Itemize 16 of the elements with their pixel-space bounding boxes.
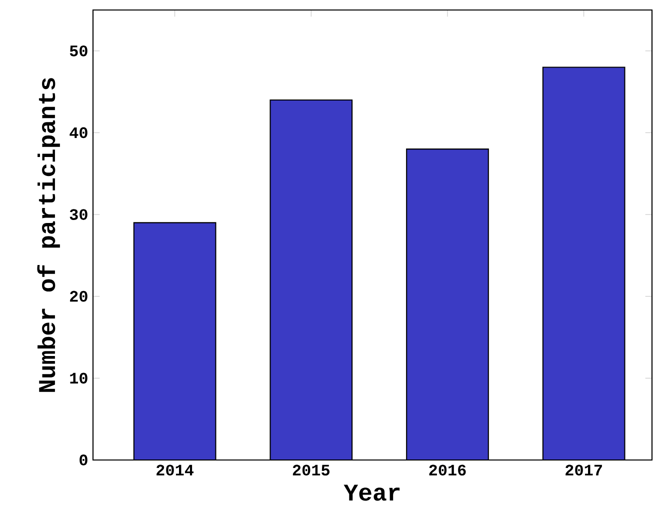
- x-tick-label: 2017: [566, 464, 602, 476]
- y-tick-label: 20: [70, 290, 88, 302]
- y-tick-label: 30: [70, 209, 88, 220]
- y-axis-title: Number of participants: [37, 78, 60, 392]
- x-axis-title: Year: [344, 484, 400, 501]
- bar: [406, 148, 489, 460]
- y-tick-label: 50: [70, 45, 88, 56]
- x-tick-label: 2014: [156, 464, 194, 476]
- y-tick-label: 0: [80, 454, 88, 466]
- y-tick-label: 10: [70, 372, 88, 384]
- y-tick-label: 40: [70, 127, 88, 138]
- bar: [270, 99, 353, 460]
- x-tick-label: 2015: [292, 464, 330, 476]
- x-tick-label: 2016: [429, 464, 466, 476]
- bar: [133, 222, 216, 460]
- bar: [542, 66, 626, 460]
